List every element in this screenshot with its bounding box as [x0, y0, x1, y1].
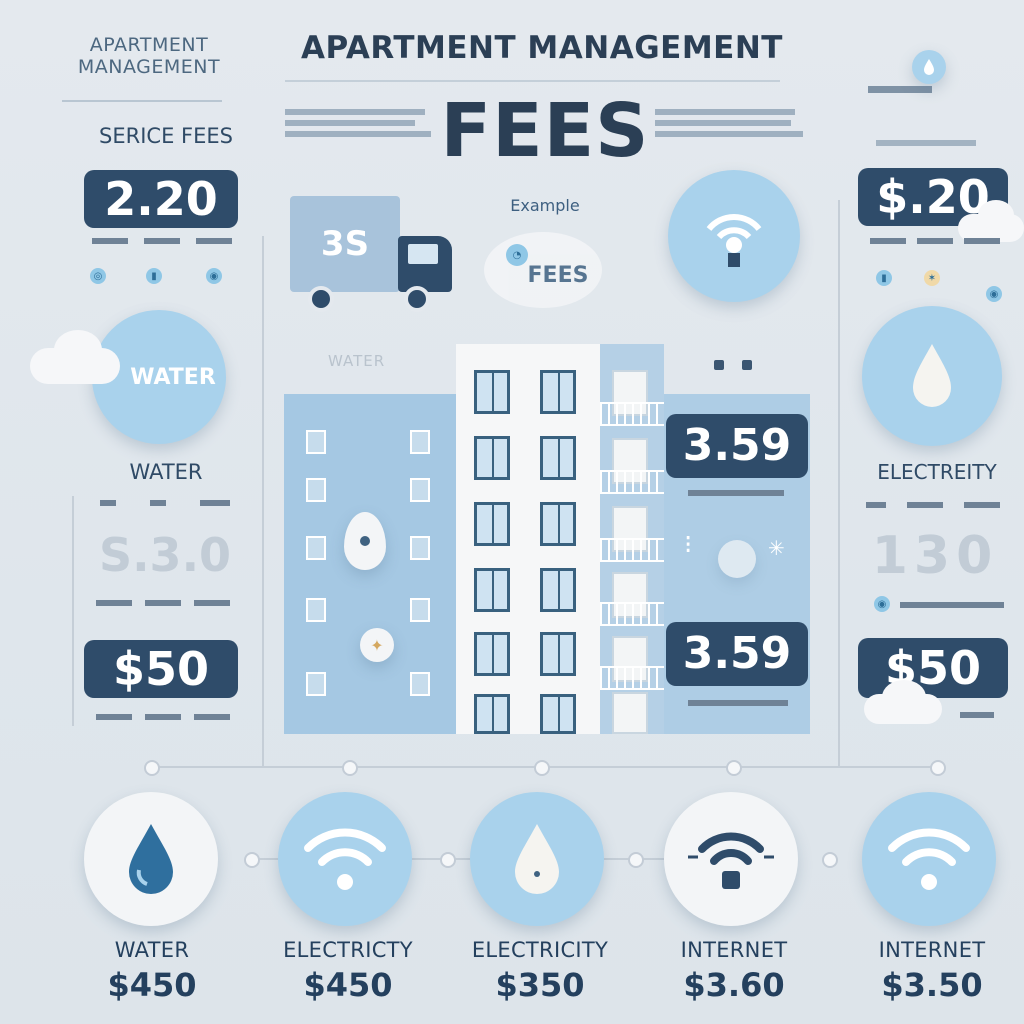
left-dot-icon-3: ◉ [206, 268, 222, 284]
right-small-caps-4 [960, 712, 994, 718]
wifi-icon [888, 828, 970, 890]
water-drop-icon [515, 824, 559, 894]
fine-text-left [285, 104, 435, 142]
right-dot-icon-4: ◉ [874, 596, 890, 612]
bottom-item-internet-circle [664, 792, 798, 926]
page-subtitle: FEES [440, 88, 650, 174]
connector-line [838, 200, 840, 766]
truck-wheel [308, 286, 334, 312]
right-dot-icon-3: ◉ [986, 286, 1002, 302]
water-drop-icon [913, 344, 951, 407]
building-water-label: WATER [328, 352, 386, 370]
right-faded-value: 130 [871, 526, 999, 586]
bottom-item-label: INTERNET [680, 938, 788, 962]
right-water-circle [862, 306, 1002, 446]
logo-text: APARTMENT MANAGEMENT [77, 34, 221, 78]
left-small-caps-1 [92, 238, 232, 244]
info-icon: ◔ [506, 244, 528, 266]
left-small-caps-3 [96, 600, 230, 606]
left-dot-icon-1: ◎ [90, 268, 106, 284]
connector-node [440, 852, 456, 868]
fine-text-top-right [868, 86, 932, 93]
bottom-item-price: $3.50 [881, 966, 983, 1004]
bottom-item-electricity2-circle [470, 792, 604, 926]
bottom-item-label: INTERNET [878, 938, 986, 962]
lightbulb-icon: ✦ [360, 628, 394, 662]
lightbulb-wifi-circle [668, 170, 800, 302]
fine-text-right [655, 104, 805, 142]
connector-line [262, 236, 264, 766]
mini-icon [742, 360, 752, 370]
truck-label: 3S [320, 224, 370, 264]
connector-node [726, 760, 742, 776]
lightbulb-wifi-icon [706, 214, 762, 267]
water-drop-icon [129, 824, 173, 894]
left-small-caps-2 [100, 500, 230, 506]
bottom-item-internet2-circle [862, 792, 996, 926]
logo-divider [62, 100, 222, 102]
truck-cab [398, 236, 452, 292]
right-small-caps-3 [900, 602, 1004, 608]
fees-badge: FEES [484, 232, 602, 308]
cloud-icon-right-bottom-puff [882, 680, 926, 714]
right-small-caps-2 [866, 502, 1000, 508]
page-title: APARTMENT MANAGEMENT [301, 30, 783, 66]
mini-icon [714, 360, 724, 370]
building-small-caps-1 [688, 490, 784, 496]
truck-wheel [404, 286, 430, 312]
building-price-box-bottom: 3.59 [666, 622, 808, 686]
left-small-caps-4 [96, 714, 230, 720]
connector-node [534, 760, 550, 776]
bottom-item-label: ELECTRICTY [283, 938, 413, 962]
bottom-item-price: $3.60 [683, 966, 785, 1004]
bottom-item-label: ELECTRICITY [471, 938, 609, 962]
right-dot-icon-1: ▮ [876, 270, 892, 286]
truck-cargo: 3S [290, 196, 400, 292]
connector-node [822, 852, 838, 868]
right-price-box-2: $50 [858, 638, 1008, 698]
example-text: Example [510, 196, 580, 215]
building-small-caps-2 [688, 700, 788, 706]
bottom-item-price: $350 [495, 966, 585, 1004]
bottom-item-price: $450 [107, 966, 197, 1004]
fine-text-right-heading [876, 140, 976, 146]
building-price-box-top: 3.59 [666, 414, 808, 478]
bottom-item-water-circle [84, 792, 218, 926]
right-small-caps-1 [870, 238, 1000, 244]
left-dot-icon-2: ▮ [146, 268, 162, 284]
circle-water-label: WATER [130, 364, 216, 390]
cloud-icon-right-puff [978, 200, 1014, 230]
water-drop-icon [912, 50, 946, 84]
fees-badge-label: FEES [527, 262, 589, 288]
connector-node [244, 852, 260, 868]
connector-node [628, 852, 644, 868]
connector-node [342, 760, 358, 776]
cloud-icon-puff [54, 330, 102, 370]
bottom-item-electricity-circle [278, 792, 412, 926]
left-water-label: WATER [129, 460, 203, 484]
water-drop-icon [344, 512, 386, 570]
title-divider [285, 80, 780, 82]
right-electricity-label: ELECTREITY [877, 460, 997, 484]
left-price-box-1: 2.20 [84, 170, 238, 228]
service-fees-heading: SERICE FEES [99, 124, 233, 148]
wifi-icon [304, 828, 386, 890]
mini-icon [718, 540, 756, 578]
lightbulb-wifi-icon [688, 832, 774, 889]
connector-node [930, 760, 946, 776]
bottom-item-label: WATER [114, 938, 190, 962]
right-dot-icon-2: ✶ [924, 270, 940, 286]
left-faded-price: S.3.0 [98, 528, 232, 582]
bottom-item-price: $450 [303, 966, 393, 1004]
left-price-box-2: $50 [84, 640, 238, 698]
connector-line [72, 496, 74, 726]
connector-node [144, 760, 160, 776]
mini-icon: ✳ [768, 536, 785, 560]
mini-icon: ⁝ [684, 530, 693, 560]
